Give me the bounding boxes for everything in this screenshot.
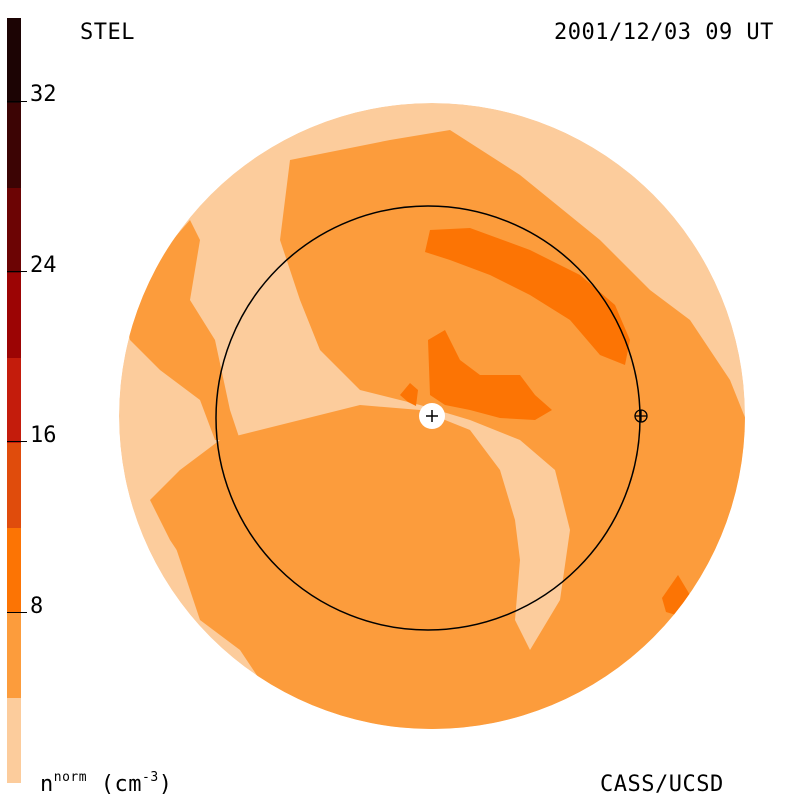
colorbar-segment xyxy=(7,698,21,783)
credit-label: CASS/UCSD xyxy=(600,772,724,797)
colorbar-tick-8 xyxy=(7,612,27,613)
colorbar-tick-16 xyxy=(7,441,27,442)
colorbar-label-16: 16 xyxy=(30,423,57,448)
units-rest: (cm xyxy=(87,772,143,797)
station-label: STEL xyxy=(80,20,135,45)
colorbar-segment xyxy=(7,273,21,358)
density-region-high-center xyxy=(428,330,552,420)
units-close: ) xyxy=(158,772,173,797)
colorbar-label-8: 8 xyxy=(30,594,44,619)
units-superscript: norm xyxy=(53,770,88,785)
colorbar-segment xyxy=(7,358,21,443)
earth-marker-icon xyxy=(634,409,648,423)
colorbar-segment xyxy=(7,613,21,698)
datetime-label: 2001/12/03 09 UT xyxy=(554,20,774,45)
colorbar-segment xyxy=(7,103,21,188)
colorbar-tick-24 xyxy=(7,271,27,272)
colorbar-label-24: 24 xyxy=(30,253,57,278)
colorbar xyxy=(7,18,21,783)
density-region-high-small xyxy=(400,383,418,406)
colorbar-segment xyxy=(7,528,21,613)
colorbar-segment xyxy=(7,18,21,103)
units-label: nnorm (cm-3) xyxy=(40,770,172,797)
colorbar-label-32: 32 xyxy=(30,82,57,107)
colorbar-tick-32 xyxy=(7,101,27,102)
colorbar-segment xyxy=(7,188,21,273)
units-exponent: -3 xyxy=(142,770,159,785)
density-region-medium-lower-left xyxy=(150,470,310,610)
sun-marker-icon xyxy=(419,403,445,429)
units-base: n xyxy=(40,772,54,797)
colorbar-segment xyxy=(7,443,21,528)
density-region-medium-upper xyxy=(160,130,745,729)
density-region-high-arc xyxy=(425,228,630,365)
earth-orbit-circle xyxy=(215,205,641,631)
